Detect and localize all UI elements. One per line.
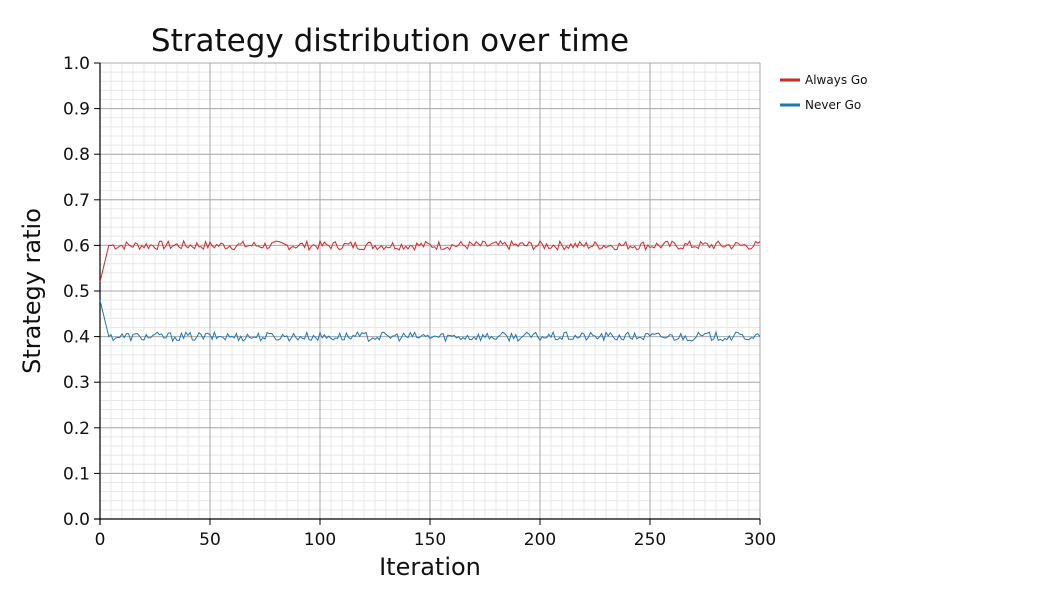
y-tick-label: 0.2 [63, 419, 90, 439]
x-tick-label: 100 [304, 530, 336, 550]
axes-layer: 0 50 100 150 200 250 300 0.0 0.1 0.2 0.3 0.4 0.5 0.6 0… [63, 54, 776, 550]
y-tick-label: 0.3 [63, 373, 90, 393]
y-tick-label: 0.7 [63, 191, 90, 211]
y-tick-label: 0.6 [63, 236, 90, 256]
grid-layer [99, 62, 761, 520]
series-line-never-go [99, 300, 761, 343]
x-tick-label: 50 [199, 530, 221, 550]
y-tick-label: 0.5 [63, 282, 90, 302]
x-tick-label: 300 [744, 530, 776, 550]
y-tick-label: 0.0 [63, 510, 90, 530]
series-layer [99, 239, 761, 343]
legend-label: Never Go [805, 98, 861, 112]
y-tick-label: 0.1 [63, 464, 90, 484]
x-tick-label: 200 [524, 530, 556, 550]
chart-title: Strategy distribution over time [151, 23, 629, 59]
x-axis-label: Iteration [379, 553, 481, 581]
y-tick-label: 0.9 [63, 100, 90, 120]
x-tick-label: 0 [95, 530, 106, 550]
series-line-always-go [99, 239, 761, 282]
legend: Always Go Never Go [780, 73, 868, 112]
y-tick-label: 0.8 [63, 145, 90, 165]
x-tick-label: 250 [634, 530, 666, 550]
y-axis-label: Strategy ratio [18, 208, 46, 374]
y-tick-label: 1.0 [63, 54, 90, 74]
legend-label: Always Go [805, 73, 868, 87]
y-tick-label: 0.4 [63, 328, 90, 348]
x-tick-label: 150 [414, 530, 446, 550]
